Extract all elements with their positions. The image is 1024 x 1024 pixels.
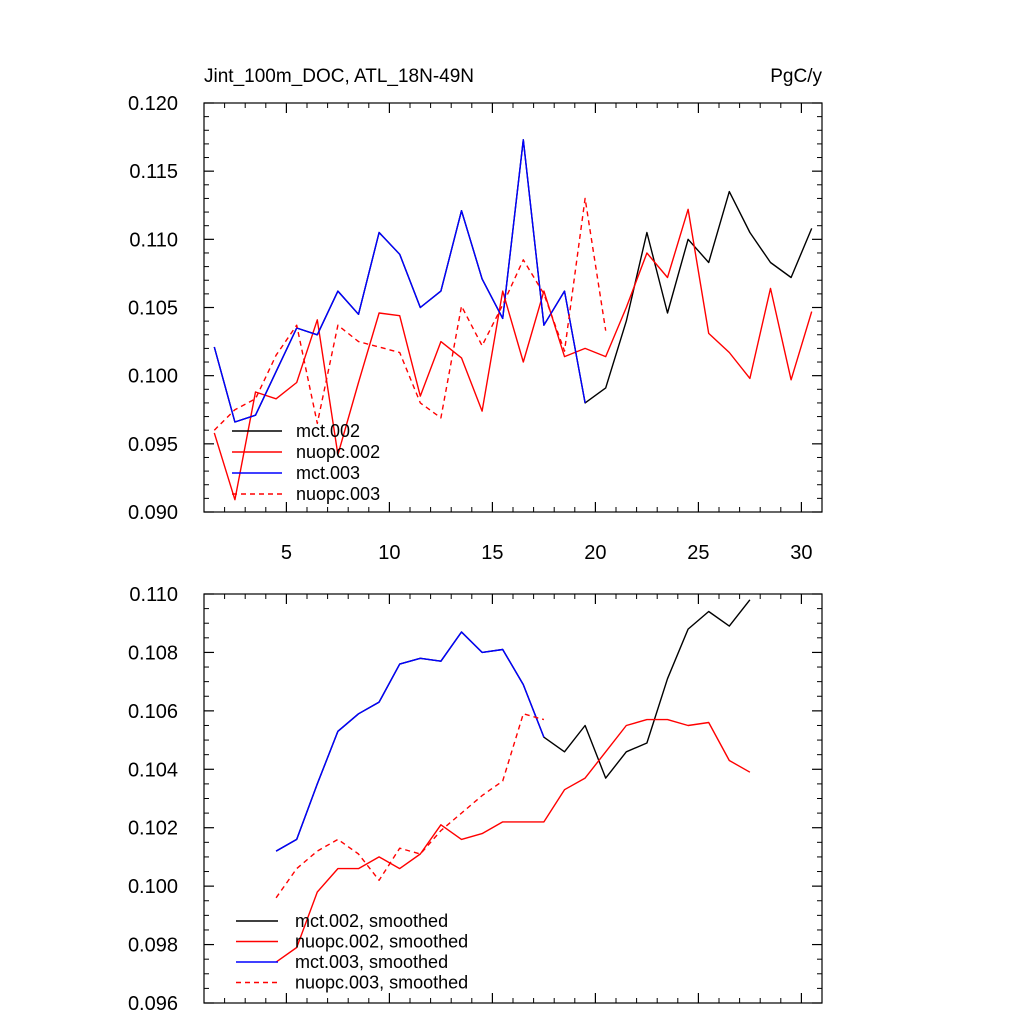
y-tick-label: 0.115	[129, 161, 178, 183]
top-panel: Jint_100m_DOC, ATL_18N-49N PgC/y 5 10 15 20…	[128, 66, 823, 564]
legend-label: mct.003	[296, 463, 360, 483]
x-tick-label: 30	[790, 542, 812, 564]
series-line	[275, 713, 545, 899]
legend-label: nuopc.002, smoothed	[295, 932, 468, 952]
legend-label: mct.002	[296, 421, 360, 441]
x-tick-label: 5	[281, 542, 292, 564]
x-tick-label: 10	[378, 542, 400, 564]
y-tick-label: 0.100	[128, 876, 178, 898]
chart-title: Jint_100m_DOC, ATL_18N-49N	[204, 66, 474, 87]
bottom-panel: 0.096 0.098 0.100 0.102 0.104 0.106 0.108 0.110…	[128, 584, 823, 1015]
units-label: PgC/y	[770, 66, 822, 87]
y-tick-label: 0.095	[128, 434, 178, 456]
y-tick-label: 0.108	[128, 642, 178, 664]
legend-label: nuopc.002	[296, 442, 380, 462]
x-tick-label: 20	[584, 542, 606, 564]
y-tick-label: 0.105	[128, 298, 178, 320]
y-tick-label: 0.098	[128, 935, 178, 957]
y-tick-label: 0.110	[129, 584, 178, 606]
y-tick-label: 0.106	[128, 701, 178, 723]
y-tick-label: 0.102	[128, 818, 178, 840]
x-tick-label: 25	[687, 542, 709, 564]
series-line	[213, 208, 813, 501]
series-line	[213, 197, 607, 431]
legend-label: nuopc.003	[296, 484, 380, 504]
series-line	[275, 631, 545, 852]
series-line	[275, 718, 751, 963]
legend-label: mct.002, smoothed	[295, 911, 448, 931]
y-tick-label: 0.096	[128, 993, 178, 1015]
legend-label: nuopc.003, smoothed	[295, 973, 468, 993]
y-tick-label: 0.110	[129, 229, 178, 251]
y-tick-label: 0.100	[128, 366, 178, 388]
series-line	[213, 139, 586, 423]
x-tick-label: 15	[481, 542, 503, 564]
legend-label: mct.003, smoothed	[295, 952, 448, 972]
y-tick-label: 0.090	[128, 502, 178, 524]
y-tick-label: 0.104	[128, 759, 178, 781]
y-tick-label: 0.120	[128, 93, 178, 115]
